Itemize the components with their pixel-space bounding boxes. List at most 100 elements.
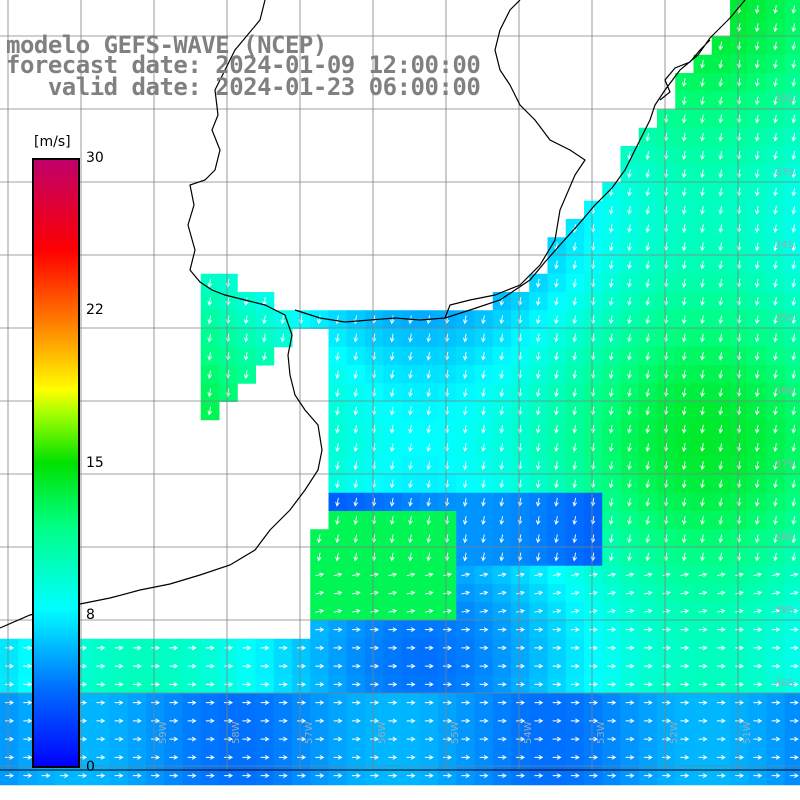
wind-arrow	[353, 388, 359, 398]
wind-arrow	[406, 755, 416, 760]
wind-arrow	[590, 278, 596, 288]
wind-arrow	[716, 590, 726, 596]
wind-arrow	[590, 333, 596, 343]
wind-arrow	[718, 132, 724, 142]
wind-arrow	[590, 370, 596, 379]
wind-arrow	[462, 443, 468, 452]
wind-arrow	[736, 333, 742, 343]
wind-arrow	[698, 572, 708, 578]
wind-arrow	[552, 682, 562, 687]
wind-arrow	[773, 297, 778, 306]
wind-arrow	[353, 370, 359, 379]
wind-arrow	[516, 736, 526, 742]
wind-arrow	[554, 534, 559, 544]
wind-arrow	[406, 608, 416, 614]
wind-arrow	[370, 755, 380, 760]
wind-arrow	[481, 516, 486, 525]
wind-arrow	[389, 406, 395, 416]
wind-arrow	[517, 388, 523, 398]
wind-arrow	[353, 406, 359, 416]
wind-arrow	[535, 351, 541, 361]
wind-arrow	[718, 406, 724, 416]
wind-arrow	[645, 169, 651, 179]
wind-arrow	[370, 682, 380, 687]
wind-arrow	[114, 663, 124, 669]
wind-arrow	[132, 755, 142, 760]
wind-arrow	[499, 406, 505, 416]
wind-arrow	[371, 479, 377, 489]
wind-arrow	[736, 78, 742, 87]
wind-arrow	[552, 572, 562, 578]
wind-arrow	[570, 645, 580, 651]
wind-arrow	[351, 700, 361, 705]
wind-arrow	[517, 406, 523, 416]
wind-arrow	[608, 479, 614, 489]
wind-arrow	[5, 645, 15, 651]
wind-arrow	[680, 773, 690, 778]
wind-arrow	[242, 773, 252, 778]
wind-arrow	[716, 608, 726, 614]
wind-arrow	[499, 443, 505, 452]
wind-arrow	[479, 718, 489, 724]
wind-arrow	[681, 114, 687, 124]
wind-arrow	[627, 406, 632, 416]
wind-arrow	[499, 497, 505, 507]
wind-arrow	[443, 773, 453, 778]
wind-arrow	[773, 351, 778, 361]
wind-arrow	[570, 590, 580, 596]
wind-arrow	[242, 645, 252, 651]
wind-arrow	[773, 187, 778, 197]
wind-arrow	[534, 736, 544, 742]
wind-arrow	[645, 315, 651, 325]
wind-arrow	[497, 718, 507, 724]
wind-arrow	[461, 645, 471, 651]
wind-arrow	[698, 736, 708, 742]
wind-arrow	[645, 278, 651, 288]
wind-arrow	[371, 534, 377, 544]
wind-arrow	[23, 755, 33, 760]
wind-arrow	[389, 315, 395, 325]
wind-arrow	[736, 534, 742, 544]
wind-arrow	[607, 736, 617, 742]
wind-arrow	[462, 333, 468, 343]
wind-arrow	[554, 278, 559, 288]
wind-arrow	[754, 479, 760, 489]
wind-arrow	[607, 682, 617, 687]
wind-arrow	[753, 736, 763, 742]
wind-arrow	[297, 663, 307, 669]
wind-arrow	[96, 700, 106, 705]
wind-arrow	[534, 645, 544, 651]
wind-arrow	[225, 278, 231, 288]
wind-arrow	[388, 590, 398, 596]
wind-arrow	[700, 78, 705, 87]
wind-arrow	[535, 479, 541, 489]
wind-arrow	[718, 552, 724, 562]
wind-arrow	[499, 424, 505, 434]
wind-arrow	[753, 627, 763, 632]
wind-arrow	[663, 370, 669, 379]
wind-arrow	[408, 351, 413, 361]
wind-arrow	[608, 278, 614, 288]
wind-arrow	[426, 461, 432, 471]
wind-arrow	[424, 572, 434, 578]
wind-arrow	[517, 370, 523, 379]
wind-arrow	[389, 497, 395, 507]
wind-arrow	[353, 461, 359, 471]
wind-arrow	[627, 205, 632, 215]
wind-arrow	[516, 700, 526, 705]
wind-arrow	[187, 682, 197, 687]
wind-arrow	[700, 424, 705, 434]
wind-arrow	[791, 96, 797, 106]
wind-arrow	[773, 479, 778, 489]
wind-arrow	[735, 645, 745, 651]
wind-arrow	[700, 187, 705, 197]
wind-arrow	[297, 700, 307, 705]
wind-arrow	[663, 260, 669, 270]
wind-arrow	[663, 333, 669, 343]
wind-arrow	[608, 516, 614, 525]
wind-arrow	[754, 132, 760, 142]
wind-arrow	[424, 590, 434, 596]
wind-arrow	[353, 516, 359, 525]
wind-arrow	[645, 388, 651, 398]
wind-arrow	[225, 297, 231, 306]
